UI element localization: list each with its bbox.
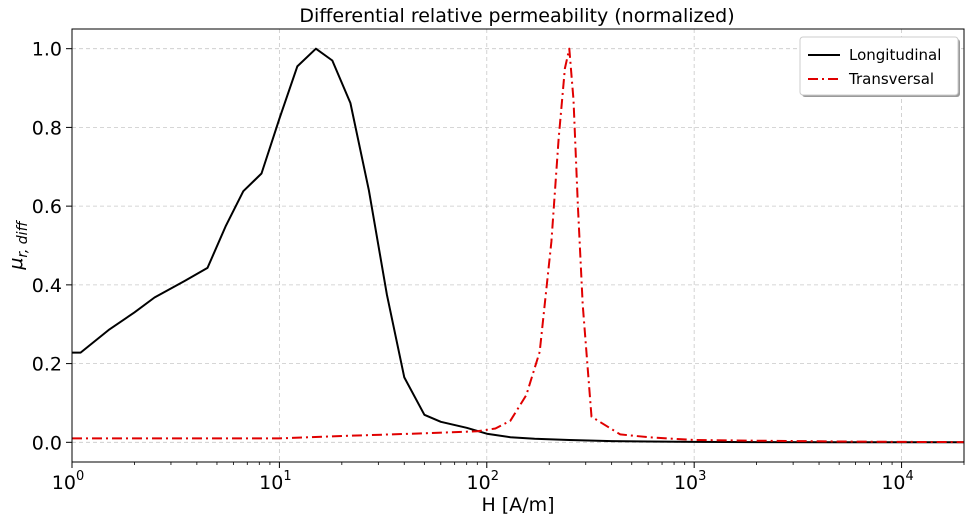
y-tick-label: 1.0 (32, 39, 62, 61)
x-tick-exponent: 1 (283, 469, 291, 484)
series-line-transversal (72, 47, 965, 444)
y-tick-label: 0.0 (32, 432, 62, 454)
x-tick-label: 103 (674, 469, 706, 494)
y-tick-label: 0.6 (32, 196, 62, 218)
legend-label-transversal: Transversal (848, 70, 934, 88)
x-tick-label: 101 (259, 469, 291, 494)
series-line-longitudinal (72, 47, 965, 444)
y-axis-label-sub: r, diff (15, 219, 31, 257)
x-axis-label: H [A/m] (481, 494, 554, 516)
x-tick-exponent: 3 (698, 469, 706, 484)
legend: Longitudinal Transversal (799, 36, 960, 97)
y-axis-label: μr, diff (5, 219, 31, 270)
chart-title: Differential relative permeability (norm… (299, 5, 734, 27)
y-tick-label: 0.4 (32, 275, 62, 297)
plot-frame (71, 28, 965, 463)
y-tick-label: 0.2 (32, 354, 62, 376)
legend-box (799, 36, 959, 96)
legend-label-longitudinal: Longitudinal (849, 46, 941, 64)
x-tick-label: 104 (881, 469, 913, 494)
x-tick-exponent: 4 (906, 469, 914, 484)
series-layer (72, 47, 965, 444)
y-tick-label: 0.8 (32, 117, 62, 139)
x-tick-exponent: 2 (491, 469, 499, 484)
x-tick-label: 102 (467, 469, 499, 494)
x-tick-exponent: 0 (76, 469, 84, 484)
x-tick-label: 100 (52, 469, 84, 494)
y-axis-label-main: μ (5, 258, 27, 271)
